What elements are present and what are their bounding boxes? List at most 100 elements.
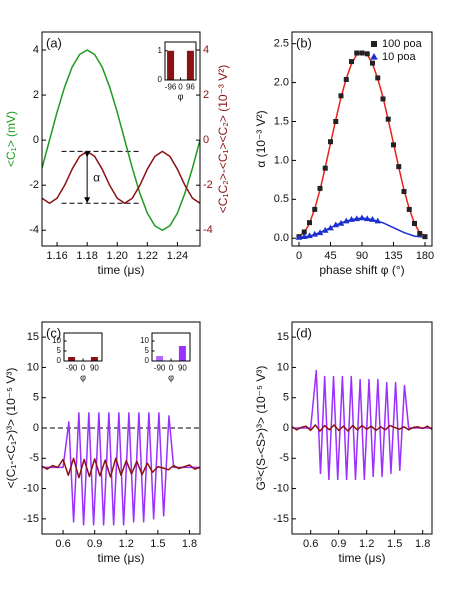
panel-label: (d): [296, 325, 312, 340]
marker: [328, 139, 333, 145]
marker: [417, 231, 423, 237]
legend-marker: [371, 41, 377, 47]
bar: [156, 356, 164, 361]
marker: [412, 220, 417, 226]
marker: [295, 233, 303, 240]
marker: [359, 50, 365, 56]
y-tick-label: 0: [158, 75, 163, 84]
y-tick-label: 1: [158, 46, 163, 55]
panel: -15 -10 -5 0 5 10 15 0.6 0.9 1.2 1.5 1.8 time (μs) G³…: [254, 321, 433, 565]
y-axis-label: <(C₁-<C₁>)³> (10⁻⁵ V³): [4, 368, 18, 489]
y-tick-label: 2: [33, 89, 39, 101]
marker: [363, 215, 371, 222]
x-tick-label: 0: [178, 82, 183, 91]
bar: [68, 357, 76, 361]
x-tick-label: 135: [384, 250, 402, 262]
y-tick-label: -15: [23, 513, 39, 525]
y2-tick-label: -4: [203, 224, 213, 236]
panel-label: (c): [46, 325, 61, 340]
marker: [358, 214, 366, 221]
frame: [41, 31, 201, 247]
x-axis-label: time (μs): [98, 263, 145, 277]
y-tick-label: -10: [273, 482, 289, 494]
x-tick-label: 0.6: [55, 538, 70, 550]
y-tick-label: 15: [27, 331, 39, 343]
y-tick-label: 1.5: [274, 115, 289, 127]
legend-marker: [370, 53, 378, 60]
bar: [167, 50, 175, 80]
marker: [370, 60, 375, 66]
y-axis-label: <C₁> (mV): [4, 111, 18, 167]
x-tick-label: 1.8: [415, 538, 430, 550]
bar: [186, 50, 194, 80]
x-tick-label: -96: [165, 82, 177, 91]
plot-content: [68, 357, 98, 361]
x-tick-label: 90: [178, 363, 187, 372]
x-tick-label: 1.5: [387, 538, 402, 550]
y2-tick-label: 2: [203, 89, 209, 101]
marker: [301, 229, 307, 235]
marker: [327, 224, 334, 231]
y-tick-label: 10: [52, 336, 61, 345]
marker: [300, 233, 308, 239]
x-tick-label: 1.20: [107, 250, 128, 262]
x-axis-label: φ: [178, 91, 184, 101]
y-axis-label: α (10⁻³ V²): [254, 110, 268, 167]
y-tick-label: 0: [33, 422, 39, 434]
plot-area: [64, 333, 102, 361]
inset: 01-96 0 96φ: [158, 41, 197, 101]
marker: [322, 165, 328, 171]
marker: [369, 216, 376, 222]
marker: [374, 217, 382, 224]
y-tick-label: 4: [33, 44, 39, 56]
annotation: α: [93, 171, 100, 185]
marker: [349, 59, 354, 65]
x-tick-label: 1.2: [119, 538, 134, 550]
x-tick-label: 1.8: [182, 538, 197, 550]
plot-content: [295, 50, 428, 240]
frame: [291, 31, 433, 247]
marker: [311, 230, 319, 237]
bar: [178, 346, 186, 361]
y-tick-label: -10: [23, 482, 39, 494]
marker: [316, 229, 324, 236]
x-tick-label: 96: [186, 82, 195, 91]
plot-content: [292, 369, 432, 481]
x-tick-label: 1.22: [137, 250, 158, 262]
plot-content: [42, 49, 200, 231]
plot-content: [167, 50, 194, 80]
x-tick-label: 0: [296, 250, 302, 262]
y-tick-label: 5: [33, 392, 39, 404]
y-tick-label: 0: [145, 356, 150, 365]
y-tick-label: 2.0: [274, 76, 289, 88]
line: [42, 412, 200, 526]
y-axis-label: G³<(S-<S>)³> (10⁻⁵ V³): [254, 366, 268, 491]
panel-label: (a): [46, 35, 62, 50]
marker: [343, 76, 349, 82]
y2-axis-label: <C₁C₂>-<C₁><C₂> (10⁻³ V²): [216, 65, 230, 213]
marker: [385, 116, 391, 122]
marker: [391, 142, 396, 148]
y-tick-label: -5: [279, 452, 289, 464]
y-tick-label: 1.0: [274, 154, 289, 166]
y-tick-label: -5: [29, 452, 39, 464]
y-tick-label: 0.0: [274, 232, 289, 244]
y-tick-label: 10: [277, 361, 289, 373]
marker: [337, 219, 345, 226]
y2-tick-label: -2: [203, 179, 213, 191]
y-tick-label: 10: [27, 361, 39, 373]
marker: [306, 232, 313, 239]
x-axis-label: phase shift φ (°): [319, 263, 404, 277]
x-tick-label: 1.18: [76, 250, 97, 262]
y2-tick-label: 0: [203, 134, 209, 146]
x-tick-label: 1.2: [359, 538, 374, 550]
y-tick-label: -15: [273, 513, 289, 525]
x-tick-label: 90: [356, 250, 368, 262]
marker: [380, 96, 386, 102]
y-tick-label: 0: [283, 422, 289, 434]
x-tick-label: 0: [169, 363, 174, 372]
frame: [151, 332, 191, 362]
